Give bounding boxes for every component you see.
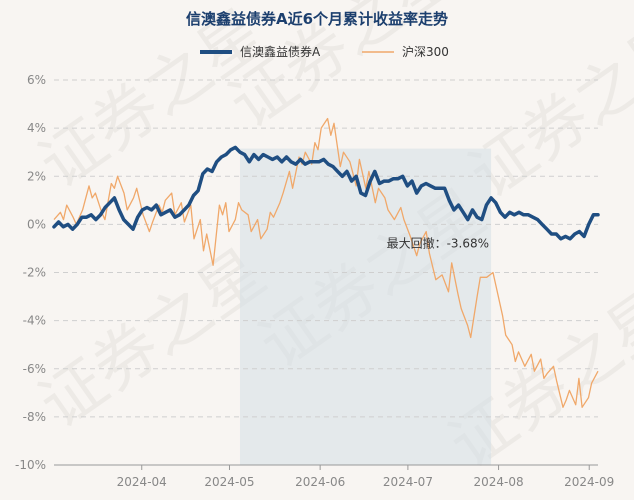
x-tick-label: 2024-05 [204,475,254,489]
y-tick-label: -6% [23,362,46,376]
x-axis-ticks: 2024-04 2024-05 2024-06 2024-07 2024-08 2024-… [117,465,614,489]
series-line-fund [52,145,600,241]
x-tick-label: 2024-07 [383,475,433,489]
chart-title: 信澳鑫益债券A近6个月累计收益率走势 [186,10,448,28]
y-axis-ticks: 6% 4% 2% 0% -2% -4% -6% -8% -10% [15,73,46,472]
y-tick-label: 2% [27,169,46,183]
y-tick-label: -10% [15,458,46,472]
legend-label-fund: 信澳鑫益债券A [240,44,321,59]
y-tick-label: -2% [23,266,46,280]
x-tick-label: 2024-09 [564,475,614,489]
y-tick-label: 4% [27,121,46,135]
y-tick-label: -4% [23,314,46,328]
grid-lines [54,79,598,418]
legend: 信澳鑫益债券A 沪深300 [200,44,449,59]
y-tick-label: -8% [23,410,46,424]
y-tick-label: 6% [27,73,46,87]
series-lines [52,117,600,408]
x-tick-label: 2024-04 [117,475,167,489]
x-tick-label: 2024-08 [473,475,523,489]
drawdown-label: 最大回撤：-3.68% [387,236,489,251]
series-line-hs300 [53,117,599,408]
y-tick-label: 0% [27,217,46,231]
legend-label-index: 沪深300 [402,45,449,59]
x-tick-label: 2024-06 [295,475,345,489]
